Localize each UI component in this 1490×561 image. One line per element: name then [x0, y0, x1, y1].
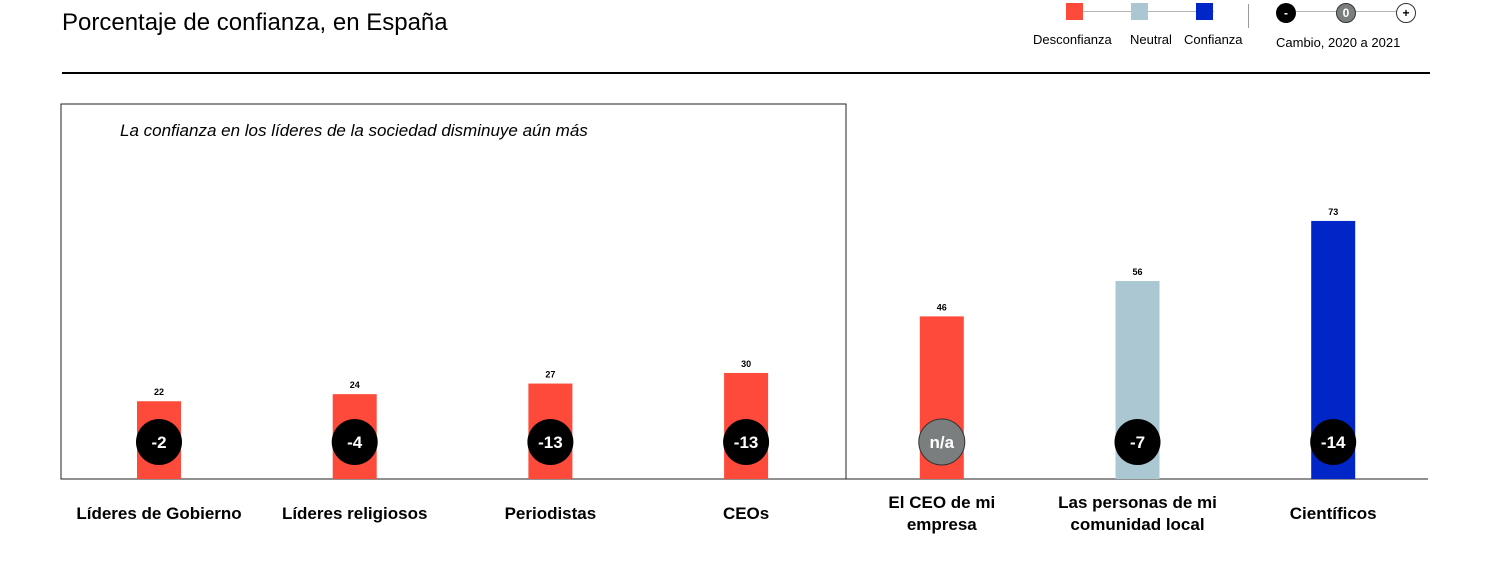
legend-label-distrust: Desconfianza: [1033, 32, 1112, 47]
change-badge-4: [918, 418, 966, 466]
change-zero-icon: 0: [1336, 3, 1356, 23]
legend-swatch-neutral: [1131, 3, 1148, 20]
category-label-0: Líderes de Gobierno: [76, 504, 242, 523]
bar-value-label-4: 46: [937, 302, 947, 312]
category-label-5: Las personas de mi comunidad local: [1058, 493, 1217, 534]
change-legend-label: Cambio, 2020 a 2021: [1276, 35, 1401, 50]
legend-swatch-trust: [1196, 3, 1213, 20]
societal-leaders-frame: [60, 103, 847, 480]
change-badge-label-1: -4: [347, 433, 363, 452]
change-badge-0: [136, 419, 182, 465]
category-label-6: Científicos: [1289, 504, 1377, 523]
change-badge-label-0: -2: [151, 433, 166, 452]
category-label-3: CEOs: [722, 504, 770, 523]
bar-value-label-2: 27: [545, 370, 555, 380]
header-divider: [62, 72, 1430, 74]
bar-value-label-0: 22: [154, 387, 164, 397]
change-badge-label-3: -13: [734, 433, 759, 452]
change-minus-icon: -: [1276, 3, 1296, 23]
change-badge-5: [1114, 419, 1161, 465]
chart-subtitle: La confianza en los líderes de la socied…: [120, 121, 588, 140]
change-plus-icon: +: [1396, 3, 1416, 23]
bar-value-label-6: 73: [1328, 207, 1338, 217]
bar-value-label-3: 30: [741, 359, 751, 369]
legend-label-trust: Confianza: [1184, 32, 1243, 47]
category-label-1: Líderes religiosos: [281, 504, 428, 523]
legend-swatch-distrust: [1066, 3, 1083, 20]
change-badge-1: [331, 419, 378, 465]
change-badge-2: [527, 419, 574, 465]
bar-value-label-1: 24: [350, 380, 360, 390]
change-badge-label-2: -13: [538, 433, 563, 452]
bar-value-label-5: 56: [1132, 267, 1142, 277]
legend-connector: [1082, 11, 1214, 12]
change-badge-6: [1310, 419, 1357, 465]
category-label-2: Periodistas: [504, 504, 597, 523]
change-badge-3: [723, 419, 770, 465]
page-title: Porcentaje de confianza, en España: [62, 9, 448, 36]
legend-label-neutral: Neutral: [1130, 32, 1172, 47]
change-badge-label-6: -14: [1321, 433, 1346, 452]
legend-separator: [1248, 4, 1249, 28]
category-label-4: El CEO de mi empresa: [888, 493, 996, 534]
change-badge-label-5: -7: [1130, 433, 1145, 452]
change-badge-label-4: n/a: [930, 433, 955, 452]
